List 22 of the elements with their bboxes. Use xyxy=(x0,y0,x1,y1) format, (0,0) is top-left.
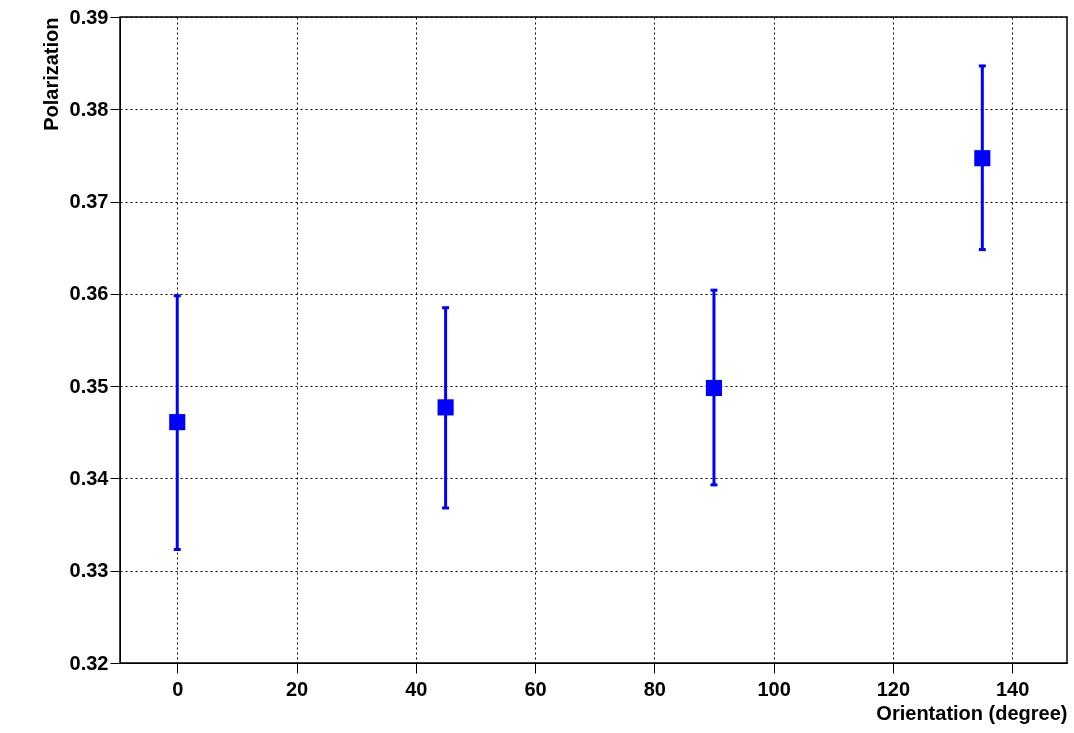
y-axis-title: Polarization xyxy=(39,17,62,131)
x-axis-title: Orientation (degree) xyxy=(876,701,1068,724)
y-tick-label: 0.35 xyxy=(69,374,109,397)
x-tick-label: 80 xyxy=(643,677,666,700)
y-tick-label: 0.39 xyxy=(69,5,109,28)
point xyxy=(169,414,186,431)
y-tick-label: 0.38 xyxy=(69,97,109,120)
x-tick-label: 100 xyxy=(757,677,791,700)
y-tick-label: 0.33 xyxy=(69,559,109,582)
point xyxy=(974,150,991,167)
x-tick-label: 60 xyxy=(524,677,547,700)
y-tick-label: 0.34 xyxy=(69,466,110,489)
x-tick-label: 20 xyxy=(285,677,309,700)
x-tick-label: 40 xyxy=(405,677,428,700)
y-tick-label: 0.36 xyxy=(69,282,109,305)
x-tick-label: 140 xyxy=(995,677,1030,700)
x-tick-label: 0 xyxy=(172,677,184,700)
y-tick-label: 0.37 xyxy=(69,190,109,213)
point xyxy=(437,399,454,416)
point xyxy=(705,379,723,397)
y-tick-label: 0.32 xyxy=(69,651,109,674)
x-tick-label: 120 xyxy=(876,677,911,700)
